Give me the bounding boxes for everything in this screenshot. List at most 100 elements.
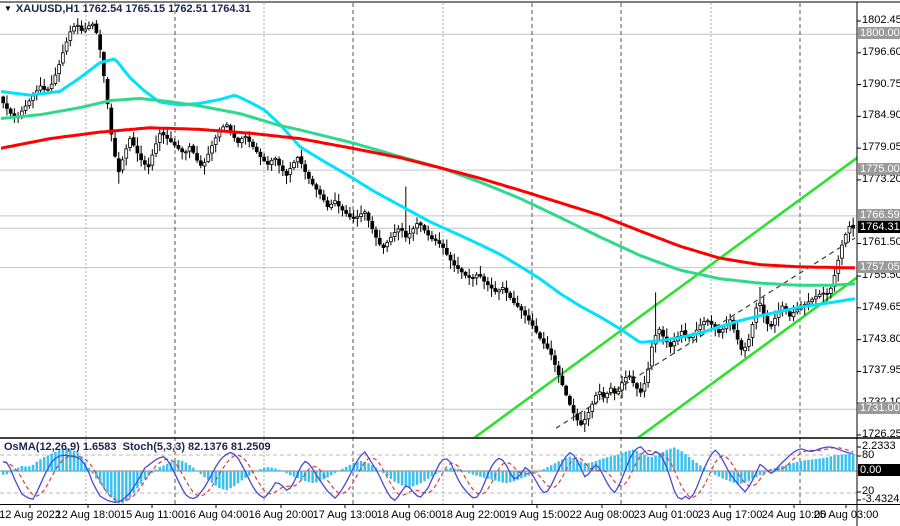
time-axis-label: 24 Aug 10:00: [761, 509, 827, 521]
candle-body: [49, 83, 54, 89]
candle-body: [116, 158, 121, 173]
candle-body: [295, 157, 300, 163]
candle-body: [456, 265, 460, 269]
candle-body: [321, 194, 326, 201]
candle-body: [377, 237, 382, 245]
candle-body: [154, 143, 158, 154]
candle-body: [191, 145, 196, 153]
candle-body: [750, 324, 755, 338]
candle-body: [508, 292, 513, 298]
candle-body: [843, 234, 848, 244]
candle-body: [172, 141, 177, 146]
candle-body: [433, 238, 438, 241]
candle-body: [430, 235, 434, 240]
price-axis-label: 1749.65: [862, 300, 900, 313]
candle-body: [202, 162, 207, 167]
candle-body: [392, 232, 397, 238]
candle-body: [318, 189, 322, 195]
price-axis-label: 1773.20: [862, 172, 900, 185]
candle-body: [57, 64, 61, 75]
candle-body: [705, 320, 710, 323]
candle-body: [102, 52, 106, 77]
time-axis-label: 17 Aug 13:00: [312, 509, 378, 521]
candle-body: [1, 96, 6, 104]
candle-body: [169, 138, 173, 143]
candle-body: [146, 164, 151, 168]
candle-body: [825, 292, 829, 295]
dropdown-triangle-icon: ▼: [4, 4, 12, 13]
candle-body: [489, 284, 494, 289]
candle-body: [504, 287, 509, 293]
candle-body: [482, 276, 486, 282]
price-axis-label: 1726.25: [862, 428, 900, 440]
candle-body: [474, 274, 479, 279]
candle-body: [497, 289, 501, 293]
candle-body: [735, 330, 740, 340]
candle-body: [564, 385, 568, 396]
price-level-badge: 1775.00: [858, 163, 900, 176]
candle-body: [601, 392, 606, 398]
candle-body: [90, 23, 95, 27]
candle-body: [642, 383, 647, 392]
candle-body: [187, 146, 192, 152]
candle-body: [739, 340, 744, 350]
price-axis-label: 1779.05: [862, 141, 900, 154]
candle-body: [448, 254, 453, 261]
candle-body: [605, 392, 609, 399]
candle-body: [526, 315, 531, 321]
candle-body: [344, 210, 349, 214]
candle-body: [120, 159, 125, 171]
candle-body: [38, 85, 43, 91]
candle-body: [42, 86, 47, 90]
candle-body: [758, 302, 762, 306]
candle-body: [325, 200, 330, 208]
candle-body: [247, 136, 252, 142]
trendline-channel-lower[interactable]: [620, 268, 870, 451]
candle-body: [280, 165, 285, 172]
candle-body: [452, 260, 457, 266]
candle-body: [60, 52, 65, 64]
time-axis-label: 12 Aug 18:00: [55, 509, 121, 521]
candle-body: [418, 222, 423, 226]
candle-body: [467, 275, 472, 278]
candle-body: [463, 271, 468, 276]
candle-body: [139, 153, 143, 161]
trendline-channel-upper[interactable]: [460, 148, 870, 448]
candle-body: [195, 153, 199, 161]
candle-body: [672, 341, 677, 347]
candle-body: [355, 216, 360, 219]
candle-body: [698, 324, 703, 330]
indicator-labels: OsMA(12,26,9) 1.6583 Stoch(5,3,3) 82.137…: [4, 441, 271, 453]
candle-body: [773, 318, 777, 326]
time-axis-label: 22 Aug 08:00: [569, 509, 635, 521]
candle-body: [135, 145, 140, 154]
candle-body: [623, 377, 628, 383]
candle-body: [597, 391, 602, 395]
panel-axis-label: -3.4324: [862, 493, 900, 505]
candle-body: [635, 383, 639, 389]
candle-body: [422, 225, 427, 231]
panel-axis-label: 2.2333: [862, 440, 896, 452]
candle-body: [389, 236, 393, 243]
candle-body: [176, 145, 181, 149]
candle-body: [266, 160, 270, 165]
candle-body: [258, 151, 263, 157]
candle-body: [370, 221, 375, 230]
candle-body: [441, 243, 445, 248]
candle-body: [612, 388, 617, 394]
time-axis-label: 23 Aug 17:00: [697, 509, 763, 521]
panel-zero-badge: 0.00: [858, 464, 900, 476]
candle-body: [239, 137, 244, 144]
time-axis-label: 16 Aug 04:00: [183, 509, 249, 521]
candle-body: [549, 348, 554, 355]
candle-body: [769, 323, 774, 327]
time-axis-label: 18 Aug 22:00: [440, 509, 506, 521]
price-axis-label: 1743.80: [862, 332, 900, 345]
candle-body: [184, 151, 188, 154]
candle-body: [403, 230, 408, 238]
candle-body: [702, 321, 706, 325]
candle-body: [545, 343, 550, 349]
candle-body: [113, 138, 117, 157]
